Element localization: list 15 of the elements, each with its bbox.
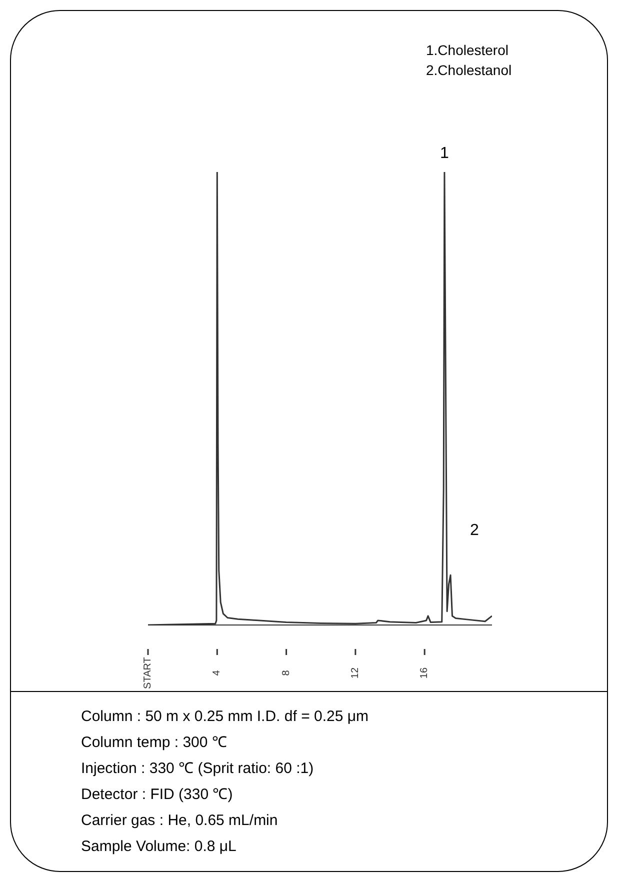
- text: Injection : 330 ℃ (Sprit ratio: 60 :1): [81, 759, 315, 779]
- x-tick-label: START: [142, 657, 154, 689]
- text: Column temp : 300 ℃: [81, 733, 228, 753]
- text: Column : 50 m x 0.25 mm I.D. df = 0.25 μm: [81, 707, 368, 727]
- text: Detector : FID (330 ℃): [81, 785, 234, 805]
- annotation: 1: [440, 145, 450, 162]
- x-tick-label: 12: [350, 667, 361, 679]
- x-tick-label: 16: [419, 667, 430, 679]
- x-tick-label: 8: [280, 670, 292, 676]
- text: 1.Cholesterol: [426, 41, 510, 60]
- annotation: 2: [470, 522, 480, 540]
- text: 2.Cholestanol: [426, 61, 512, 80]
- text: Sample Volume: 0.8 μL: [81, 837, 238, 857]
- x-tick-label: 4: [212, 670, 223, 676]
- text: Carrier gas : He, 0.65 mL/min: [81, 811, 279, 831]
